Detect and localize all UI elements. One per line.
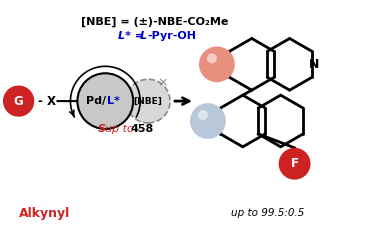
- Circle shape: [126, 79, 170, 123]
- Circle shape: [279, 148, 311, 180]
- Text: 458: 458: [130, 124, 153, 134]
- Circle shape: [207, 53, 217, 63]
- Text: L*: L*: [107, 96, 120, 106]
- Text: F: F: [291, 157, 299, 170]
- Circle shape: [190, 103, 226, 139]
- Text: -Pyr-OH: -Pyr-OH: [147, 31, 196, 42]
- Text: ×: ×: [157, 77, 167, 90]
- Text: up to 99.5:0.5: up to 99.5:0.5: [231, 208, 305, 219]
- Text: - X: - X: [38, 95, 56, 108]
- Circle shape: [199, 46, 235, 82]
- Text: L: L: [140, 31, 147, 42]
- Circle shape: [198, 110, 208, 120]
- Text: [NBE] = (±)-NBE-CO₂Me: [NBE] = (±)-NBE-CO₂Me: [82, 17, 229, 27]
- Text: [NBE]: [NBE]: [134, 97, 162, 105]
- Circle shape: [4, 86, 33, 116]
- Text: G: G: [14, 95, 24, 108]
- Text: N: N: [309, 58, 320, 71]
- Text: L* =: L* =: [118, 31, 149, 42]
- Circle shape: [77, 73, 133, 129]
- Text: Pd/: Pd/: [86, 96, 106, 106]
- Text: Alkynyl: Alkynyl: [19, 207, 70, 220]
- Text: S: S: [99, 124, 110, 134]
- Text: up to: up to: [105, 124, 134, 134]
